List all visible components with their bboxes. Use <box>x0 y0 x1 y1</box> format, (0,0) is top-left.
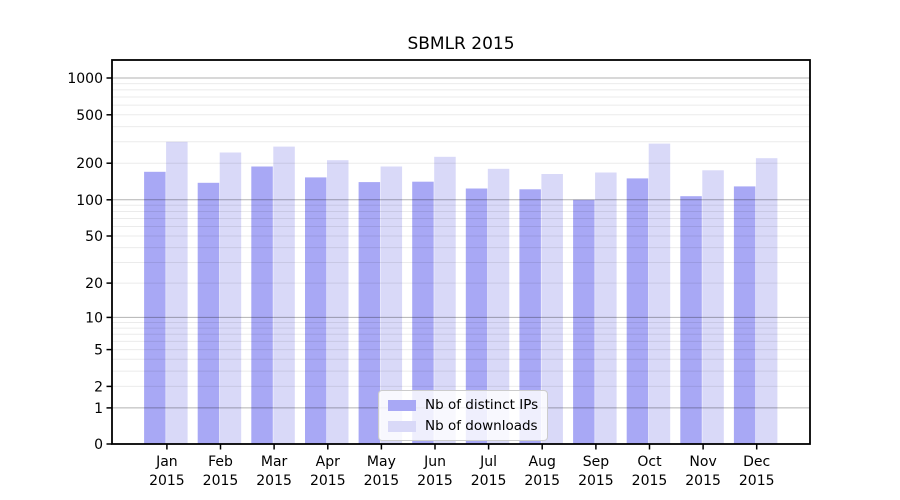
x-tick-label-year: 2015 <box>149 473 185 489</box>
x-tick-label-year: 2015 <box>739 473 775 489</box>
bar-distinct-ips <box>733 186 756 444</box>
y-tick-label: 500 <box>76 108 103 124</box>
bar-distinct-ips <box>412 181 434 444</box>
y-tick-label: 5 <box>94 343 103 359</box>
bar-distinct-ips <box>626 178 649 444</box>
x-tick-label-year: 2015 <box>578 473 614 489</box>
bar-downloads <box>434 156 456 445</box>
x-tick-label-year: 2015 <box>364 473 400 489</box>
x-tick-label-year: 2015 <box>632 473 668 489</box>
chart-title: SBMLR 2015 <box>407 34 515 54</box>
bar-distinct-ips <box>251 166 273 444</box>
legend: Nb of distinct IPs Nb of downloads <box>378 390 548 441</box>
y-tick-label: 10 <box>85 310 103 326</box>
bar-downloads <box>648 143 671 444</box>
legend-item-distinct-ips: Nb of distinct IPs <box>388 397 539 413</box>
y-tick-label: 1 <box>94 401 103 417</box>
y-tick-label: 100 <box>76 193 103 209</box>
plot-frame <box>111 59 811 445</box>
x-tick-label-year: 2015 <box>471 473 507 489</box>
legend-label-distinct-ips: Nb of distinct IPs <box>425 397 539 413</box>
bar-distinct-ips <box>197 182 220 445</box>
x-tick-label-year: 2015 <box>685 473 721 489</box>
x-tick-label-month: Mar <box>261 454 288 470</box>
x-tick-label-year: 2015 <box>256 473 292 489</box>
legend-swatch-distinct-ips <box>388 399 416 411</box>
y-tick-label: 50 <box>85 229 103 245</box>
legend-item-downloads: Nb of downloads <box>388 418 538 434</box>
x-tick-label-month: Aug <box>529 454 556 470</box>
x-tick-label-year: 2015 <box>310 473 346 489</box>
bar-distinct-ips <box>573 199 595 444</box>
x-tick-label-month: Dec <box>743 454 770 470</box>
x-tick-label-month: Sep <box>583 454 610 470</box>
bar-downloads <box>166 141 188 445</box>
bar-downloads <box>541 174 563 444</box>
bar-distinct-ips <box>680 196 702 444</box>
x-tick-label-month: Jan <box>155 454 178 470</box>
y-tick-label: 2 <box>94 379 103 395</box>
x-tick-label-year: 2015 <box>417 473 453 489</box>
x-tick-label-year: 2015 <box>203 473 239 489</box>
bar-downloads <box>219 152 242 444</box>
y-tick-label: 200 <box>76 156 103 172</box>
x-tick-label-month: Jul <box>479 454 497 470</box>
bar-distinct-ips <box>305 177 327 444</box>
bar-distinct-ips <box>465 188 488 444</box>
bar-distinct-ips <box>519 189 541 444</box>
legend-label-downloads: Nb of downloads <box>425 418 538 434</box>
x-tick-label-month: Oct <box>637 454 662 470</box>
bar-distinct-ips <box>358 182 381 444</box>
y-tick-label: 1000 <box>67 71 103 87</box>
x-tick-label-month: May <box>367 454 396 470</box>
bar-downloads <box>702 170 724 445</box>
bar-downloads <box>755 158 778 444</box>
bar-distinct-ips <box>144 171 166 445</box>
x-tick-label-month: Nov <box>689 454 716 470</box>
x-tick-label-month: Feb <box>208 454 233 470</box>
x-tick-label-month: Apr <box>316 454 340 470</box>
x-tick-label-year: 2015 <box>524 473 560 489</box>
bar-downloads <box>487 168 510 445</box>
legend-swatch-downloads <box>388 420 416 432</box>
y-tick-label: 0 <box>94 437 103 453</box>
y-tick-label: 20 <box>85 276 103 292</box>
bar-downloads <box>327 160 349 444</box>
x-tick-label-month: Jun <box>423 454 446 470</box>
bar-downloads <box>273 146 295 444</box>
bar-downloads <box>595 172 617 444</box>
bar-downloads <box>380 166 403 444</box>
